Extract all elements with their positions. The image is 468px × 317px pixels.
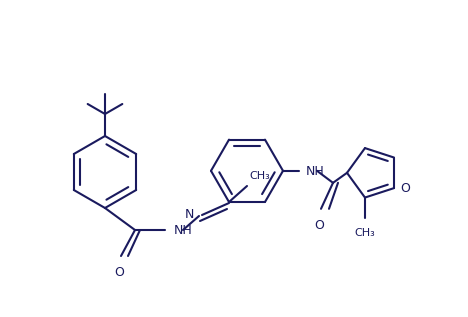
Text: CH₃: CH₃ bbox=[249, 171, 270, 181]
Text: NH: NH bbox=[306, 165, 325, 178]
Text: O: O bbox=[114, 266, 124, 279]
Text: O: O bbox=[400, 182, 410, 195]
Text: O: O bbox=[314, 219, 324, 232]
Text: NH: NH bbox=[174, 224, 193, 237]
Text: N: N bbox=[184, 208, 194, 221]
Text: CH₃: CH₃ bbox=[355, 228, 375, 237]
